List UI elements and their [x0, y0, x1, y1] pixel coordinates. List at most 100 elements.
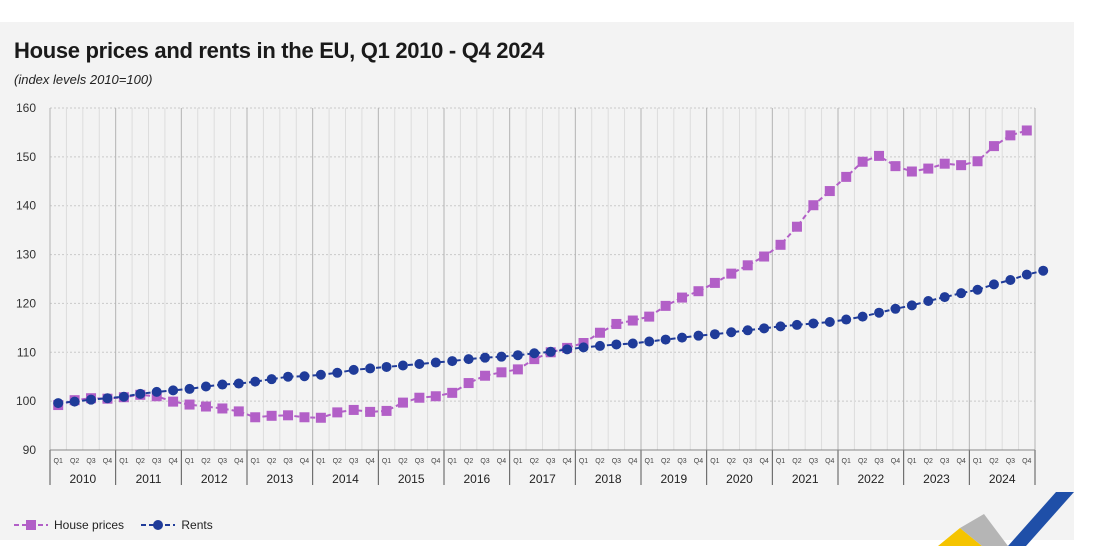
- quarter-tick-label: Q2: [398, 458, 407, 465]
- house-prices-point: [759, 251, 770, 262]
- rents-point: [381, 361, 392, 372]
- rents-point: [135, 388, 146, 399]
- rents-point: [644, 336, 655, 347]
- rents-point: [266, 374, 277, 385]
- rents-point: [1038, 265, 1049, 276]
- y-tick-label: 120: [16, 296, 36, 310]
- quarter-tick-label: Q4: [431, 458, 440, 465]
- quarter-tick-label: Q2: [333, 458, 342, 465]
- quarter-tick-label: Q4: [562, 458, 571, 465]
- legend-label-house-prices: House prices: [54, 518, 125, 532]
- quarter-tick-label: Q3: [152, 458, 161, 465]
- house-prices-point: [447, 387, 458, 398]
- rents-point: [841, 314, 852, 325]
- house-prices-point: [496, 367, 507, 378]
- house-prices-point: [939, 158, 950, 169]
- house-prices-point: [775, 239, 786, 250]
- rents-point: [562, 344, 573, 355]
- house-prices-point: [660, 300, 671, 311]
- house-prices-point: [397, 397, 408, 408]
- year-tick-label: 2016: [463, 472, 490, 486]
- house-prices-legend-marker: [14, 520, 48, 530]
- quarter-tick-label: Q1: [316, 458, 325, 465]
- quarter-tick-label: Q2: [727, 458, 736, 465]
- quarter-tick-label: Q3: [349, 458, 358, 465]
- rents-point: [496, 351, 507, 362]
- rents-point: [463, 354, 474, 365]
- rents-point: [693, 330, 704, 341]
- rents-point: [480, 352, 491, 363]
- series-layer: [53, 125, 1049, 423]
- quarter-tick-label: Q1: [842, 458, 851, 465]
- rents-point: [923, 295, 934, 306]
- rents-point: [348, 364, 359, 375]
- rents-point: [677, 332, 688, 343]
- rents-point: [874, 307, 885, 318]
- quarter-tick-label: Q2: [201, 458, 210, 465]
- house-prices-point: [168, 396, 179, 407]
- quarter-tick-label: Q1: [54, 458, 63, 465]
- year-tick-label: 2022: [857, 472, 884, 486]
- house-prices-point: [841, 171, 852, 182]
- house-prices-point: [956, 160, 967, 171]
- year-tick-label: 2019: [660, 472, 687, 486]
- rents-point: [529, 348, 540, 359]
- house-prices-point: [529, 354, 540, 365]
- year-tick-label: 2018: [595, 472, 622, 486]
- rents-point: [742, 325, 753, 336]
- y-tick-label: 130: [16, 248, 36, 262]
- year-tick-label: 2017: [529, 472, 556, 486]
- house-prices-point: [283, 410, 294, 421]
- house-prices-point: [923, 163, 934, 174]
- rents-point: [988, 279, 999, 290]
- quarter-tick-label: Q4: [825, 458, 834, 465]
- year-tick-label: 2012: [201, 472, 228, 486]
- rents-point: [447, 356, 458, 367]
- y-tick-label: 90: [23, 443, 37, 457]
- quarter-tick-label: Q1: [448, 458, 457, 465]
- house-prices-point: [381, 405, 392, 416]
- rents-point: [791, 319, 802, 330]
- house-prices-point: [742, 260, 753, 271]
- y-tick-label: 140: [16, 199, 36, 213]
- rents-point: [315, 369, 326, 380]
- eurostat-logo-icon: [938, 492, 1074, 546]
- rents-point: [332, 367, 343, 378]
- house-prices-point: [1005, 130, 1016, 141]
- year-tick-label: 2011: [136, 472, 162, 486]
- quarter-tick-label: Q3: [480, 458, 489, 465]
- chart-subtitle: (index levels 2010=100): [14, 72, 153, 87]
- house-prices-point: [726, 268, 737, 279]
- rents-point: [200, 381, 211, 392]
- quarter-tick-label: Q1: [776, 458, 785, 465]
- rents-point: [627, 338, 638, 349]
- year-tick-label: 2013: [266, 472, 293, 486]
- house-prices-point: [217, 403, 228, 414]
- year-tick-label: 2014: [332, 472, 359, 486]
- quarter-tick-label: Q4: [891, 458, 900, 465]
- house-prices-point: [414, 392, 425, 403]
- quarter-tick-label: Q4: [759, 458, 768, 465]
- quarter-tick-label: Q2: [70, 458, 79, 465]
- quarter-tick-label: Q3: [218, 458, 227, 465]
- legend: House prices Rents: [14, 518, 227, 534]
- quarter-tick-label: Q3: [940, 458, 949, 465]
- quarter-tick-label: Q1: [907, 458, 916, 465]
- house-prices-point: [791, 221, 802, 232]
- rents-point: [217, 379, 228, 390]
- rents-point: [660, 334, 671, 345]
- rents-point: [397, 360, 408, 371]
- axes-layer: 90 100 110 120 130 140 150 160 Q1 Q2 Q3 Q4 Q1 Q2 Q3 Q4 Q…: [16, 101, 1036, 486]
- house-prices-point: [480, 370, 491, 381]
- rents-point: [939, 292, 950, 303]
- quarter-tick-label: Q4: [300, 458, 309, 465]
- quarter-tick-label: Q1: [710, 458, 719, 465]
- quarter-tick-label: Q4: [103, 458, 112, 465]
- house-prices-point: [315, 412, 326, 423]
- house-prices-point: [972, 156, 983, 167]
- house-prices-point: [611, 318, 622, 329]
- quarter-tick-label: Q1: [185, 458, 194, 465]
- quarter-tick-label: Q3: [283, 458, 292, 465]
- quarter-tick-label: Q1: [251, 458, 260, 465]
- rents-point: [578, 342, 589, 353]
